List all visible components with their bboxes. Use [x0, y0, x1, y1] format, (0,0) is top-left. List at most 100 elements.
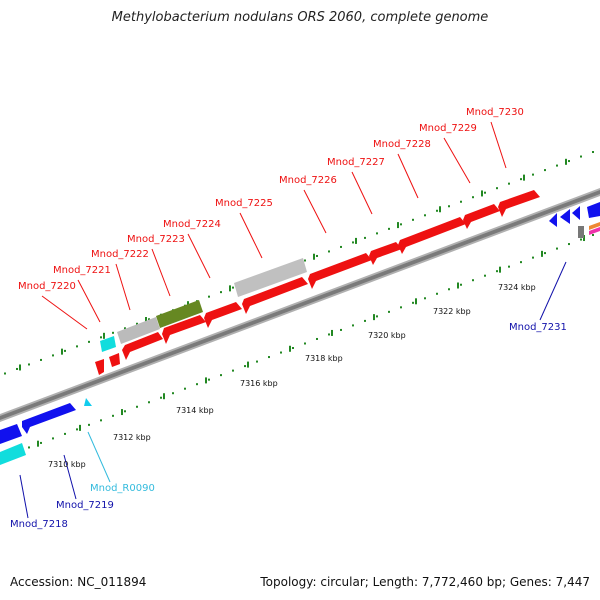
leader-line: [443, 137, 471, 184]
track-dot: [268, 356, 270, 359]
track-dot: [388, 310, 390, 313]
small-feature[interactable]: [589, 222, 600, 230]
track-dot: [436, 292, 438, 295]
rna-feature[interactable]: [0, 443, 26, 465]
gene-arrow[interactable]: [398, 217, 466, 254]
track-dot: [28, 363, 30, 366]
tick-label: 7320 kbp: [368, 331, 406, 340]
track-dot: [88, 423, 90, 426]
track-dot: [544, 169, 546, 172]
track-dot: [352, 241, 354, 244]
gene-arrow[interactable]: [587, 202, 600, 218]
gene-label-upper: Mnod_7225: [215, 198, 273, 209]
kbp-tick-labels: 7310 kbp 7312 kbp 7314 kbp 7316 kbp 7318 kbp…: [48, 283, 536, 469]
track-dot: [304, 342, 306, 345]
leader-line: [87, 431, 111, 483]
track-dot: [172, 392, 174, 395]
track-dot: [208, 378, 210, 381]
leader-line: [63, 454, 77, 500]
gene-arrow[interactable]: [463, 204, 500, 229]
track-dot: [460, 283, 462, 286]
track-dot: [76, 345, 78, 348]
lower-strand-genes: [0, 202, 600, 465]
track-dot: [544, 252, 546, 255]
gene-label-lower: Mnod_7219: [56, 500, 114, 511]
gene-arrow[interactable]: [498, 190, 540, 217]
highlight-gene[interactable]: [156, 300, 203, 328]
gene-arrow[interactable]: [549, 213, 557, 227]
track-dot: [28, 446, 30, 449]
track-dot: [556, 247, 558, 250]
track-dot: [148, 318, 150, 321]
track-dot: [472, 196, 474, 199]
gene-label-upper: Mnod_7222: [91, 249, 149, 260]
gene-arrow[interactable]: [560, 209, 570, 224]
small-feature[interactable]: [578, 226, 584, 238]
gene-arrow[interactable]: [308, 253, 372, 289]
track-dot: [496, 187, 498, 190]
track-dot: [364, 319, 366, 322]
gene-arrow[interactable]: [242, 277, 308, 314]
track-dot: [244, 365, 246, 368]
gene-arrow[interactable]: [122, 332, 163, 360]
gene-label-lower: Mnod_7218: [10, 519, 68, 530]
track-dot: [64, 349, 66, 352]
track-dot: [88, 340, 90, 343]
track-dot: [292, 347, 294, 350]
gene-arrow[interactable]: [204, 302, 242, 328]
track-dot: [160, 396, 162, 399]
track-dot: [124, 410, 126, 413]
track-dot: [280, 351, 282, 354]
gene-label-upper: Mnod_7221: [53, 265, 111, 276]
track-dot: [568, 160, 570, 163]
gene-label-lower: Mnod_R0090: [90, 483, 155, 494]
track-dot: [592, 151, 594, 154]
track-dot: [208, 295, 210, 298]
track-dot: [340, 245, 342, 248]
track-dot: [124, 327, 126, 330]
track-dot: [448, 288, 450, 291]
track-dot: [112, 414, 114, 417]
track-dot: [4, 372, 6, 375]
gene-arrow[interactable]: [572, 206, 580, 220]
pseudo-gene[interactable]: [117, 317, 160, 344]
small-feature[interactable]: [589, 227, 600, 235]
track-dot: [376, 232, 378, 235]
track-dot: [496, 270, 498, 273]
gene-arrow[interactable]: [369, 242, 402, 265]
track-dot: [148, 401, 150, 404]
track-dot: [328, 250, 330, 253]
track-dot: [484, 191, 486, 194]
track-dot: [436, 209, 438, 212]
leader-line: [239, 212, 263, 259]
gene-label-upper: Mnod_7224: [163, 219, 221, 230]
tick-label: 7324 kbp: [498, 283, 536, 292]
gene-label-upper: Mnod_7228: [373, 139, 431, 150]
gene-arrow[interactable]: [109, 353, 120, 367]
track-dot: [580, 155, 582, 158]
track-dot: [592, 234, 594, 237]
label-leader-lines: [19, 121, 567, 519]
pseudo-gene[interactable]: [234, 258, 307, 297]
track-dot: [100, 419, 102, 422]
tick-label: 7310 kbp: [48, 460, 86, 469]
track-dot: [220, 374, 222, 377]
leader-line: [187, 233, 211, 279]
track-dot: [256, 360, 258, 363]
tick-label: 7314 kbp: [176, 406, 214, 415]
gene-arrow[interactable]: [22, 403, 76, 434]
track-dot: [424, 214, 426, 217]
track-dot: [520, 261, 522, 264]
track-dot: [508, 265, 510, 268]
track-dot: [412, 301, 414, 304]
gene-arrow[interactable]: [84, 398, 92, 406]
track-dot: [232, 369, 234, 372]
other-features: [100, 258, 307, 352]
gene-arrow[interactable]: [0, 424, 22, 444]
gene-arrow[interactable]: [95, 359, 104, 375]
track-dot: [556, 164, 558, 167]
rna-feature[interactable]: [100, 336, 116, 352]
track-dot: [340, 328, 342, 331]
track-dot: [184, 387, 186, 390]
gene-arrow[interactable]: [162, 315, 206, 344]
